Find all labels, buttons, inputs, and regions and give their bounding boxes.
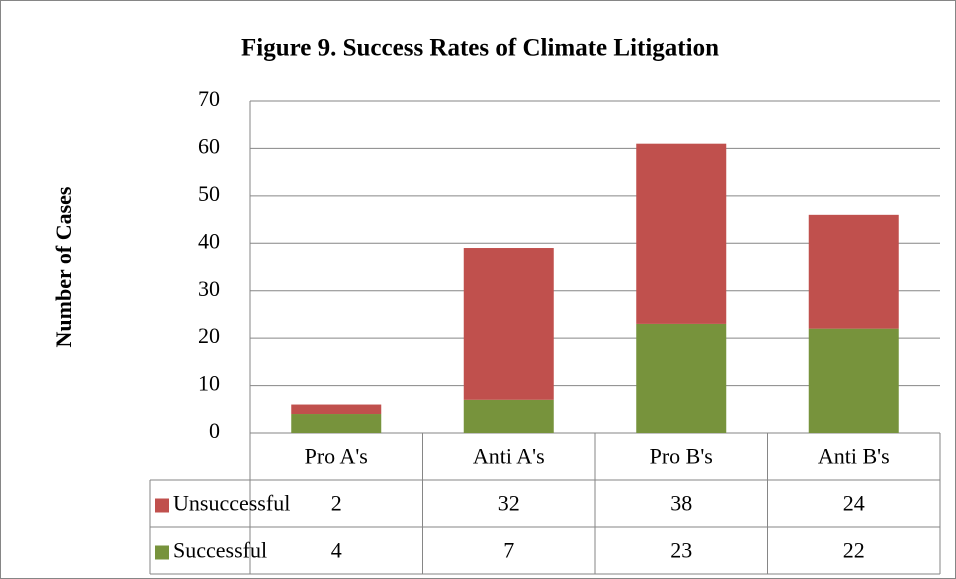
legend-label: Unsuccessful: [173, 491, 290, 516]
bar-segment: [636, 323, 727, 433]
table-value: 38: [670, 491, 692, 516]
table-value: 23: [670, 538, 692, 563]
chart-title: Figure 9. Success Rates of Climate Litig…: [241, 35, 719, 62]
x-tick-label: Pro A's: [305, 444, 368, 469]
y-tick-label: 10: [198, 371, 220, 396]
bar-segment: [636, 143, 727, 324]
bar-segment: [463, 399, 554, 433]
y-tick-label: 40: [198, 228, 220, 253]
bar-segment: [463, 248, 554, 400]
table-value: 2: [331, 491, 342, 516]
legend-label: Successful: [173, 538, 267, 563]
table-value: 7: [503, 538, 514, 563]
y-tick-label: 30: [198, 276, 220, 301]
table-value: 32: [498, 491, 520, 516]
bar-segment: [291, 414, 382, 433]
table-value: 24: [843, 491, 865, 516]
table-value: 4: [331, 538, 342, 563]
legend-key: [155, 545, 169, 560]
y-tick-label: 60: [198, 133, 220, 158]
x-tick-label: Pro B's: [650, 444, 713, 469]
y-tick-label: 0: [209, 418, 220, 443]
x-tick-label: Anti A's: [473, 444, 545, 469]
y-axis-label: Number of Cases: [51, 186, 76, 347]
legend-key: [155, 498, 169, 513]
y-tick-label: 20: [198, 323, 220, 348]
y-tick-label: 50: [198, 181, 220, 206]
table-value: 22: [843, 538, 865, 563]
x-tick-label: Anti B's: [818, 444, 890, 469]
bar-segment: [291, 404, 382, 415]
y-tick-label: 70: [198, 86, 220, 111]
bar-segment: [808, 328, 899, 433]
bar-segment: [808, 214, 899, 329]
